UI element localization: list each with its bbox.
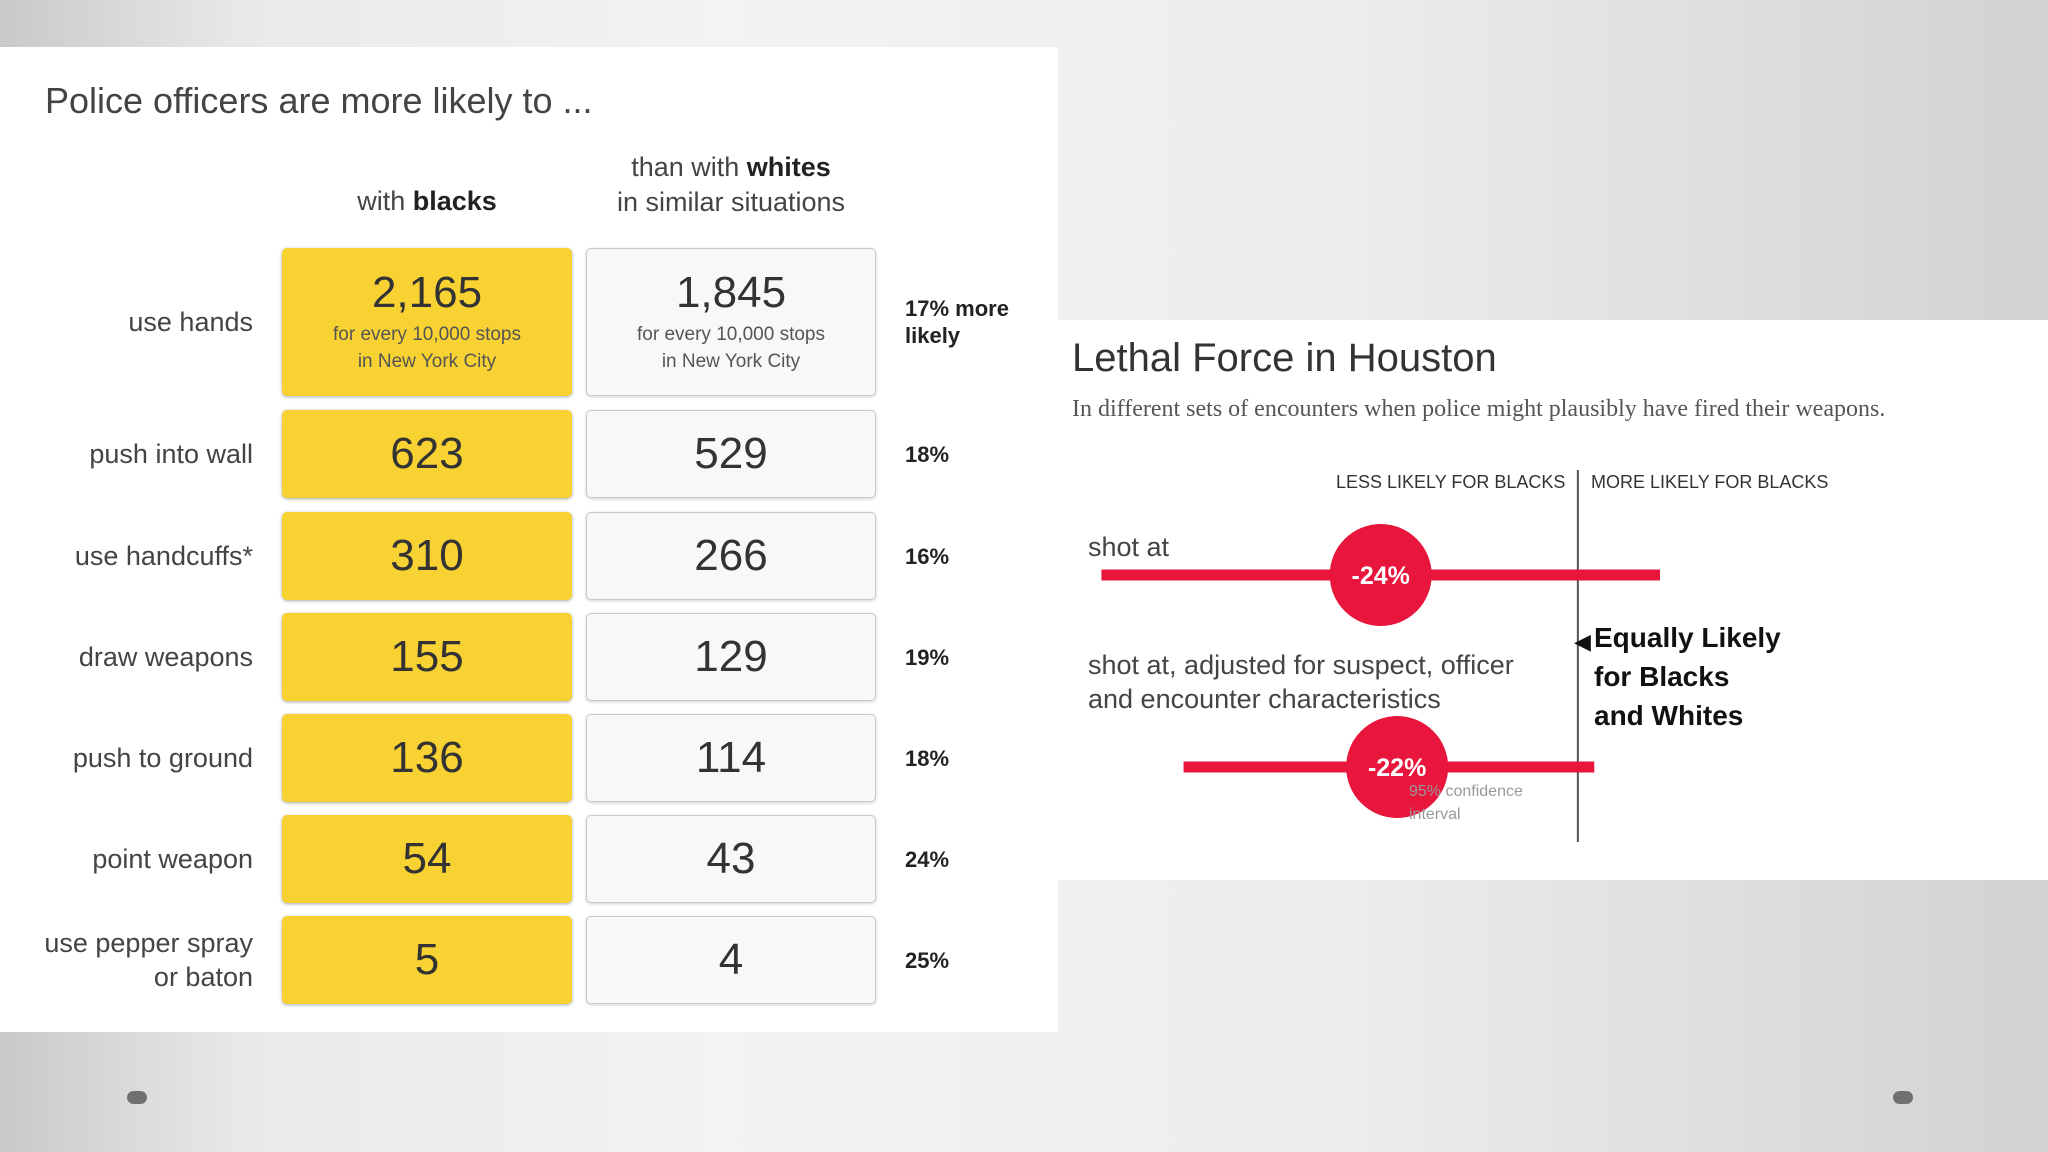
row-label-line2: or baton [153,962,253,992]
cell-unit-note: for every 10,000 stops in New York City [333,321,521,375]
cell-value: 266 [694,531,768,580]
row-label: use pepper spray or baton [44,926,253,994]
cell-whites: 129 [586,613,876,701]
estimate-label: -24% [1352,562,1410,590]
row-label-line1: use hands [128,307,253,337]
estimate-dot [1346,716,1449,818]
pct-difference: 18% [905,745,949,772]
cell-value: 5 [414,935,440,984]
cell-whites: 4 [586,916,876,1004]
cell-value: 1,845 [675,268,787,317]
cell-value: 529 [694,429,768,478]
col-head-blacks: with blacks [357,186,497,216]
cell-blacks: 54 [282,815,572,903]
cell-blacks: 155 [282,613,572,701]
pct-line1: 16% [905,544,950,569]
pct-line1: 25% [905,948,950,973]
estimate-dot [1329,524,1432,626]
row-label-line1: draw weapons [78,642,253,672]
cell-blacks: 2,165 for every 10,000 stops in New York C… [282,248,572,396]
row-label-line1: push into wall [89,439,253,469]
pct-line2: likely [905,323,961,348]
row-label-line1: use handcuffs* [74,541,253,571]
cell-value: 2,165 [371,268,483,317]
slide-nav-dot-right[interactable] [1893,1091,1913,1104]
row-label-line1: push to ground [72,743,253,773]
unit-line1: for every 10,000 stops [333,324,521,345]
right-panel [1058,320,2048,880]
cell-unit-note: for every 10,000 stops in New York City [637,321,825,375]
cell-value: 136 [390,733,464,782]
pct-difference: 17% more likely [905,295,1009,349]
row-label: point weapon [92,842,253,876]
row-label: draw weapons [79,640,253,674]
col-head-whites: than with whites in similar situations [616,152,846,217]
cell-value: 129 [694,632,768,681]
cell-whites: 529 [586,410,876,498]
pct-difference: 18% [905,441,949,468]
equally-likely-note: ◀ Equally Likely for Blacks and Whites [1574,622,1781,731]
cell-whites: 266 [586,512,876,600]
row-label-line1: point weapon [92,844,253,874]
arrow-left-icon: ◀ [1574,629,1591,654]
cell-whites: 114 [586,714,876,802]
estimate-label: -22% [1368,754,1426,782]
ci-note: 95% confidence interval [1409,783,1523,823]
unit-line2: in New York City [357,351,497,372]
chart-subtitle: In different sets of encounters when pol… [1072,396,1886,422]
pct-difference: 16% [905,543,949,570]
cell-value: 4 [718,935,744,984]
axis-label-less: LESS LIKELY FOR BLACKS [1336,472,1566,492]
cell-value: 43 [706,834,756,883]
row-label: push to ground [73,741,253,775]
unit-line1: for every 10,000 stops [637,324,825,345]
row-label-line1: use pepper spray [44,928,253,958]
pct-line1: 24% [905,847,950,872]
pct-difference: 25% [905,947,949,974]
pct-line1: 17% more [905,296,1009,321]
pct-line1: 18% [905,746,950,771]
row-label: use hands [128,305,253,339]
page-title: Police officers are more likely to ... [45,80,593,121]
series-label-adjusted: shot at, adjusted for suspect, officer a… [1088,650,1514,714]
cell-value: 155 [390,632,464,681]
pct-line1: 18% [905,442,950,467]
cell-blacks: 310 [282,512,572,600]
slide-nav-dot-left[interactable] [127,1091,147,1104]
row-label: use handcuffs* [75,539,253,573]
cell-whites: 43 [586,815,876,903]
cell-blacks: 136 [282,714,572,802]
pct-difference: 24% [905,846,949,873]
row-label: push into wall [89,437,253,471]
pct-line1: 19% [905,645,950,670]
chart-title: Lethal Force in Houston [1072,336,1497,380]
cell-whites: 1,845 for every 10,000 stops in New York C… [586,248,876,396]
cell-value: 54 [402,834,452,883]
cell-blacks: 623 [282,410,572,498]
axis-label-more: MORE LIKELY FOR BLACKS [1591,472,1829,492]
series-label-shot-at: shot at [1088,532,1170,562]
cell-value: 114 [695,733,767,782]
unit-line2: in New York City [661,351,801,372]
cell-value: 310 [390,531,464,580]
cell-blacks: 5 [282,916,572,1004]
pct-difference: 19% [905,644,949,671]
cell-value: 623 [390,429,464,478]
